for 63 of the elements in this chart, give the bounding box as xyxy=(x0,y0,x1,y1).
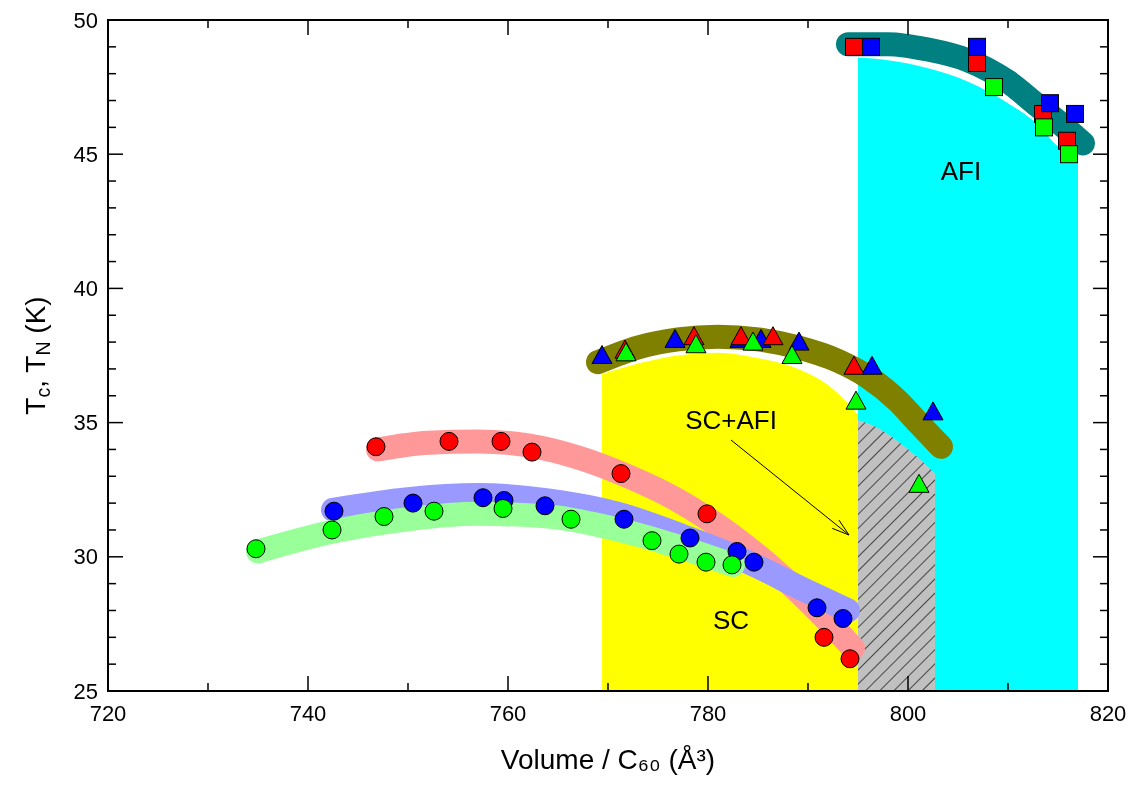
x-tick-label: 720 xyxy=(89,701,127,726)
point xyxy=(403,493,423,513)
y-tick-label: 25 xyxy=(73,678,98,704)
point xyxy=(985,78,1003,97)
point xyxy=(491,431,511,451)
x-tick-label: 760 xyxy=(489,701,527,726)
x-tick-label: 740 xyxy=(289,701,327,726)
point xyxy=(1035,118,1053,137)
point xyxy=(424,501,444,521)
point xyxy=(862,37,880,56)
annotation: SC+AFI xyxy=(685,405,777,435)
point xyxy=(366,437,386,457)
point xyxy=(561,509,581,529)
y-tick-label: 30 xyxy=(73,544,98,570)
x-axis-title: Volume / C₆₀ (Å³) xyxy=(500,744,716,775)
y-tick-label: 45 xyxy=(73,141,98,167)
point xyxy=(322,520,342,540)
point xyxy=(1060,145,1078,164)
point xyxy=(908,473,930,493)
point xyxy=(535,496,555,516)
x-tick-label: 800 xyxy=(889,701,927,726)
y-tick-label: 35 xyxy=(73,410,98,436)
point xyxy=(473,488,493,508)
annotation: SC xyxy=(712,605,750,635)
y-tick-label: 50 xyxy=(73,7,98,33)
point xyxy=(781,345,803,364)
point xyxy=(685,334,707,354)
point xyxy=(833,609,853,629)
point xyxy=(324,501,344,521)
point xyxy=(591,345,613,364)
point xyxy=(374,507,394,527)
point xyxy=(614,509,634,529)
point xyxy=(722,555,742,575)
x-tick-label: 780 xyxy=(689,701,727,726)
point xyxy=(642,531,662,551)
point xyxy=(669,544,689,564)
point xyxy=(861,355,883,375)
point xyxy=(664,328,686,348)
point xyxy=(1066,104,1084,123)
point xyxy=(807,598,827,618)
point xyxy=(788,331,810,351)
y-tick-label: 40 xyxy=(73,275,98,301)
point xyxy=(611,464,631,484)
point xyxy=(696,552,716,572)
point xyxy=(246,539,266,559)
point xyxy=(1041,94,1059,113)
point xyxy=(968,37,986,56)
point xyxy=(697,504,717,524)
point xyxy=(845,390,867,410)
point xyxy=(439,431,459,451)
x-tick-label: 820 xyxy=(1089,701,1127,726)
point xyxy=(493,498,513,518)
annotation: AFI xyxy=(940,156,982,186)
point xyxy=(840,649,860,669)
point xyxy=(762,326,784,346)
point xyxy=(742,331,764,351)
point xyxy=(843,355,865,375)
point xyxy=(522,442,542,462)
point xyxy=(814,627,834,647)
point xyxy=(922,401,944,421)
point xyxy=(744,552,764,572)
point xyxy=(680,528,700,548)
point xyxy=(845,37,863,56)
